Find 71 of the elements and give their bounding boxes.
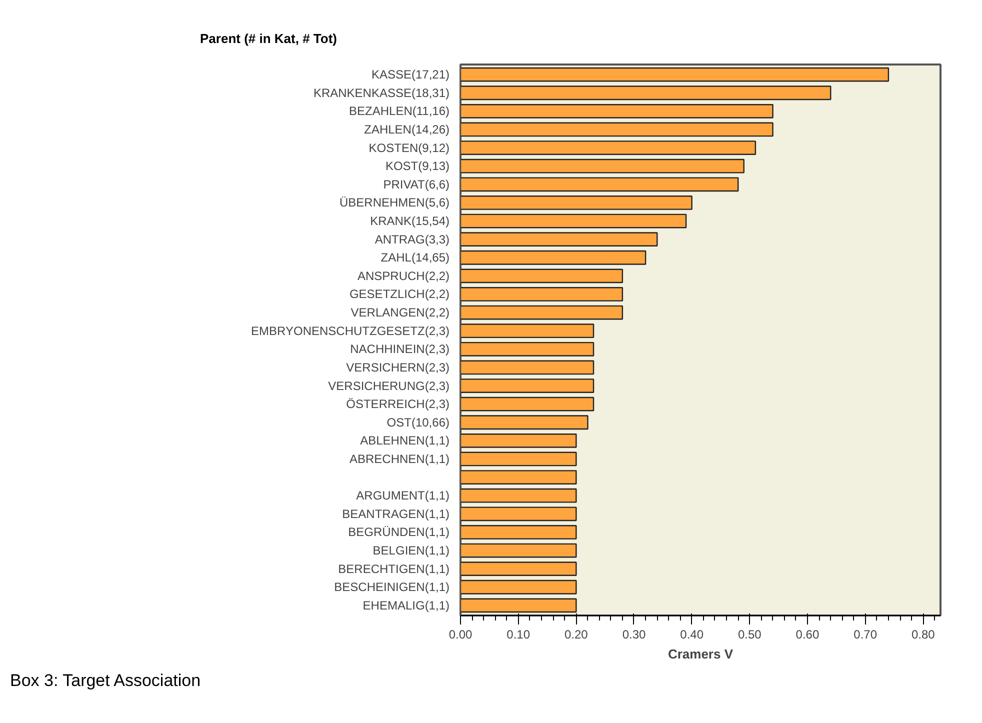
bar xyxy=(460,232,658,246)
y-tick-label: ANTRAG(3,3) xyxy=(374,232,450,246)
x-tick-label: 0.40 xyxy=(680,627,704,642)
bar xyxy=(460,286,624,301)
bar xyxy=(460,268,624,283)
y-tick-label: EHEMALIG(1,1) xyxy=(362,598,450,612)
bar xyxy=(460,433,577,448)
y-tick-label: BERECHTIGEN(1,1) xyxy=(338,561,450,576)
y-tick-label: BESCHEINIGEN(1,1) xyxy=(334,580,450,594)
x-tick-label: 0.80 xyxy=(911,627,936,642)
bar xyxy=(460,85,832,100)
bar xyxy=(460,66,890,82)
bar xyxy=(460,378,594,393)
x-tick-label: 0.70 xyxy=(854,627,878,642)
y-tick-label: BEGRÜNDEN(1,1) xyxy=(348,524,450,539)
y-tick-label: VERSICHERN(2,3) xyxy=(346,360,450,374)
bar xyxy=(460,451,577,466)
y-tick-label: BEZAHLEN(11,16) xyxy=(349,104,450,118)
x-tick-label: 0.50 xyxy=(738,627,762,642)
bar xyxy=(460,506,577,521)
bar xyxy=(460,414,588,430)
text: Box 3: Target Association xyxy=(10,670,201,692)
bar xyxy=(460,360,594,374)
y-tick-label: KOST(9,13) xyxy=(385,158,450,173)
bar xyxy=(460,250,646,264)
y-tick-label: KASSE(17,21) xyxy=(371,67,450,82)
x-tick-label: 0.60 xyxy=(796,627,820,642)
bar xyxy=(460,342,594,356)
text: Parent (# in Kat, # Tot) xyxy=(200,30,337,48)
y-tick-label: NACHHINEIN(2,3) xyxy=(350,342,450,356)
bar xyxy=(460,396,594,411)
y-tick-label: ANSPRUCH(2,2) xyxy=(357,268,450,282)
bar xyxy=(460,304,624,320)
y-tick-label: BEANTRAGEN(1,1) xyxy=(342,506,450,520)
bar xyxy=(460,323,594,338)
y-tick-label: KOSTEN(9,12) xyxy=(368,140,450,154)
bar xyxy=(460,488,577,502)
bar xyxy=(460,524,577,539)
bar xyxy=(460,140,756,155)
y-tick-label: EMBRYONENSCHUTZGESETZ(2,3) xyxy=(251,323,450,338)
bar xyxy=(460,122,774,136)
y-tick-label: ABRECHNEN(1,1) xyxy=(349,452,450,466)
y-tick-label: PRIVAT(6,6) xyxy=(383,176,450,191)
y-tick-label: ZAHLEN(14,26) xyxy=(364,122,450,136)
y-tick-label: KRANKENKASSE(18,31) xyxy=(313,85,450,100)
bar xyxy=(460,561,577,576)
bar xyxy=(460,104,774,118)
x-tick-label: 0.10 xyxy=(506,627,530,642)
y-tick-label: ABLEHNEN(1,1) xyxy=(360,433,450,448)
y-tick-label: ÜBERNEHMEN(5,6) xyxy=(339,195,450,210)
bar xyxy=(460,176,739,192)
bar xyxy=(460,598,577,612)
x-tick-label: 0.00 xyxy=(448,627,473,642)
x-tick-label: 0.30 xyxy=(622,627,646,642)
y-tick-label: OST(10,66) xyxy=(386,414,450,429)
bar xyxy=(460,195,692,210)
y-tick-label: GESETZLICH(2,2) xyxy=(349,286,450,301)
y-tick-label: VERSICHERUNG(2,3) xyxy=(328,378,450,392)
bar xyxy=(460,158,744,173)
x-axis-title: Cramers V xyxy=(668,646,734,662)
y-tick-label: BELGIEN(1,1) xyxy=(372,543,450,558)
bar xyxy=(460,542,577,558)
bar xyxy=(460,580,577,594)
y-tick-label: ARGUMENT(1,1) xyxy=(356,488,450,502)
y-tick-label: ÖSTERREICH(2,3) xyxy=(346,396,450,411)
y-tick-label: KRANK(15,54) xyxy=(370,214,450,228)
x-tick-label: 0.20 xyxy=(564,627,588,642)
bar xyxy=(460,213,687,228)
y-tick-label: VERLANGEN(2,2) xyxy=(350,305,450,320)
bar xyxy=(460,470,577,484)
y-tick-label: ZAHL(14,65) xyxy=(380,250,450,264)
